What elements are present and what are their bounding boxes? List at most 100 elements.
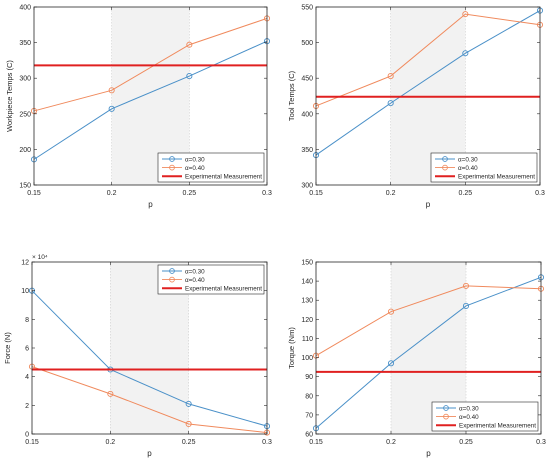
chart-panel-workpiece-temp: 0.15 0.2 0.25 0.3 150 200 250 300 350 400 p Workpie… (5, 5, 272, 210)
x-tick-label: 0.15 (27, 190, 41, 197)
y-tick-label: 70 (305, 412, 313, 419)
series-line-2 (315, 13, 541, 107)
series-line-2 (31, 366, 268, 434)
data-point (387, 308, 395, 315)
legend-item: α=0.40 (435, 164, 478, 172)
data-point (462, 282, 470, 289)
data-point (462, 50, 469, 57)
x-tick-label: 0.2 (105, 439, 115, 446)
y-tick-label: 130 (301, 298, 313, 305)
y-tick-label: 250 (19, 111, 31, 118)
data-point (186, 41, 193, 48)
legend-item: α=0.30 (162, 268, 205, 275)
legend-label: α=0.30 (458, 156, 478, 163)
x-tick-label: 0.3 (535, 190, 545, 197)
x-tick-label: 0.2 (107, 190, 117, 197)
y-tick-label: 550 (301, 5, 313, 12)
y-tick-label: 140 (301, 279, 313, 286)
legend: α=0.30 α=0.40 Experimental Measurement (430, 152, 538, 183)
x-tick-label: 0.25 (459, 190, 473, 197)
legend-item: α=0.40 (162, 164, 205, 172)
y-tick-label: 80 (305, 393, 313, 400)
y-multiplier: × 10⁴ (32, 254, 48, 261)
legend: α=0.30 α=0.40 Experimental Measurement (431, 401, 539, 432)
x-axis-label: p (426, 449, 431, 458)
data-point (462, 302, 470, 310)
y-tick-label: 150 (19, 183, 31, 190)
legend: α=0.30 α=0.40 Experimental Measurement (157, 264, 265, 295)
legend: α=0.30 α=0.40 Experimental Measurement (157, 152, 265, 183)
x-tick-label: 0.3 (262, 439, 272, 446)
y-tick-label: 60 (305, 432, 313, 439)
y-tick-label: 10 (21, 288, 29, 295)
y-tick-label: 200 (19, 147, 31, 154)
axes-box (315, 6, 541, 186)
chart-panel-tool-temp: 0.15 0.2 0.25 0.3 300 350 400 450 500 550 p Tool Te… (287, 5, 545, 210)
x-axis-label: p (147, 449, 152, 458)
y-tick-label: 6 (25, 346, 29, 353)
legend-marker (442, 156, 448, 162)
legend-marker (169, 164, 175, 171)
y-tick-label: 300 (19, 76, 31, 83)
legend-item: α=0.30 (436, 405, 479, 412)
chart-panel-force: 0.15 0.2 0.25 0.3 0 2 4 6 8 10 12× 10⁴ p Force (N) α=… (3, 254, 272, 458)
x-tick-label: 0.25 (182, 439, 196, 446)
legend-item: Experimental Measurement (436, 423, 536, 430)
legend-item: α=0.40 (162, 276, 205, 284)
y-axis-label: Workpiece Temps (C) (5, 60, 14, 132)
legend-label: Experimental Measurement (459, 423, 536, 430)
legend-item: Experimental Measurement (162, 286, 262, 293)
x-tick-label: 0.2 (386, 190, 396, 197)
x-axis-label: p (426, 200, 431, 209)
y-axis-label: Torque (Nm) (287, 327, 296, 369)
data-point (185, 400, 192, 407)
legend-marker (443, 405, 449, 411)
legend-label: Experimental Measurement (185, 286, 262, 293)
legend-marker (169, 276, 175, 283)
x-tick-label: 0.2 (386, 439, 396, 446)
series-line-1 (315, 276, 542, 429)
legend-label: Experimental Measurement (185, 174, 262, 181)
axes-box (33, 6, 268, 186)
legend-label: α=0.40 (459, 414, 479, 421)
legend-label: α=0.40 (185, 165, 205, 172)
legend-label: α=0.40 (185, 277, 205, 284)
x-tick-label: 0.25 (459, 439, 473, 446)
data-point (108, 105, 115, 112)
legend-marker (442, 164, 448, 171)
data-point (387, 73, 394, 80)
legend-item: α=0.40 (436, 413, 479, 421)
y-tick-label: 90 (305, 374, 313, 381)
legend-label: α=0.30 (185, 156, 205, 163)
y-tick-label: 4 (25, 374, 29, 381)
y-tick-label: 400 (301, 111, 313, 118)
legend-label: α=0.40 (458, 165, 478, 172)
data-point (462, 11, 469, 18)
legend-item: Experimental Measurement (435, 174, 535, 181)
series-line-1 (31, 290, 268, 427)
x-tick-label: 0.15 (25, 439, 39, 446)
x-tick-label: 0.3 (262, 190, 272, 197)
x-tick-label: 0.15 (309, 190, 323, 197)
data-point (185, 420, 192, 428)
legend-item: α=0.30 (435, 156, 478, 163)
legend-label: Experimental Measurement (458, 174, 535, 181)
y-tick-label: 500 (301, 40, 313, 47)
data-point (186, 73, 193, 80)
y-tick-label: 100 (301, 355, 313, 362)
series-line-1 (33, 40, 268, 160)
chart-panel-torque: 0.15 0.2 0.25 0.3 60 70 80 90 100 110 120 130 140 150… (287, 260, 546, 459)
legend-item: Experimental Measurement (162, 174, 262, 181)
y-tick-label: 150 (301, 260, 313, 267)
y-tick-label: 0 (25, 432, 29, 439)
y-tick-label: 350 (19, 40, 31, 47)
x-tick-label: 0.3 (536, 439, 546, 446)
y-tick-label: 300 (301, 183, 313, 190)
y-tick-label: 350 (301, 147, 313, 154)
y-tick-label: 8 (25, 317, 29, 324)
legend-item: α=0.30 (162, 156, 205, 163)
y-axis-label: Force (N) (3, 332, 12, 364)
series-line-2 (33, 17, 268, 112)
series-line-2 (315, 285, 542, 357)
